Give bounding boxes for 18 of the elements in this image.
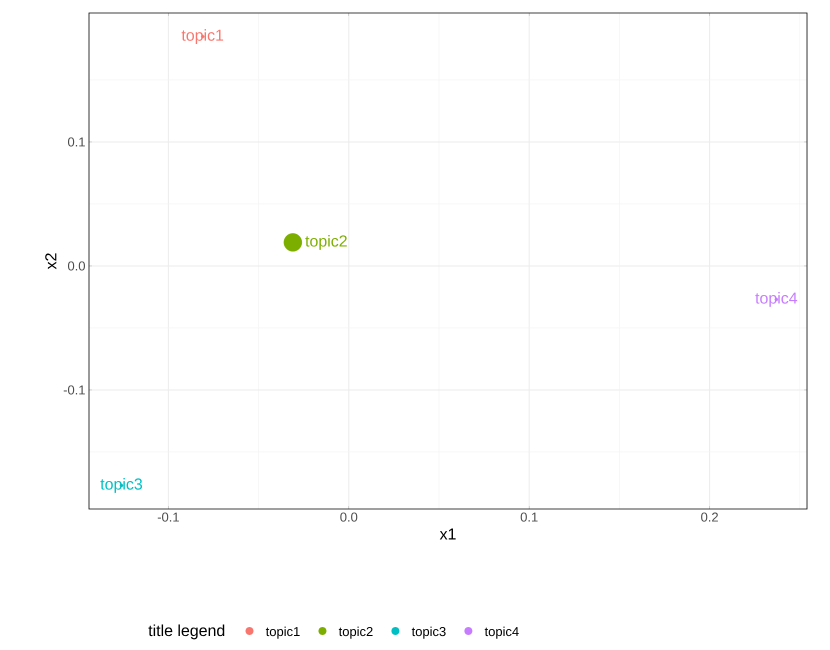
y-axis-title: x2 [45, 253, 56, 270]
x-tick-label: 0.0 [340, 512, 358, 522]
text: topic4 [755, 292, 798, 307]
text: topic3 [100, 478, 142, 493]
x-axis-title: x1 [440, 528, 456, 540]
x-tick-label: 0.1 [520, 512, 538, 522]
legend-title: title legend [148, 624, 224, 640]
legend-label: topic2 [338, 626, 373, 639]
x-tick-label: -0.1 [158, 512, 179, 522]
x-tick-label: 0.2 [701, 512, 718, 522]
text: topic2 [305, 234, 347, 250]
y-tick-label: 0.0 [68, 261, 85, 271]
y-tick-label: -0.1 [64, 385, 85, 395]
y-tick-label: 0.1 [68, 137, 85, 147]
legend-label: topic1 [266, 626, 300, 639]
legend-label: topic4 [484, 626, 519, 639]
legend-label: topic3 [412, 626, 446, 639]
text: topic1 [182, 29, 224, 44]
